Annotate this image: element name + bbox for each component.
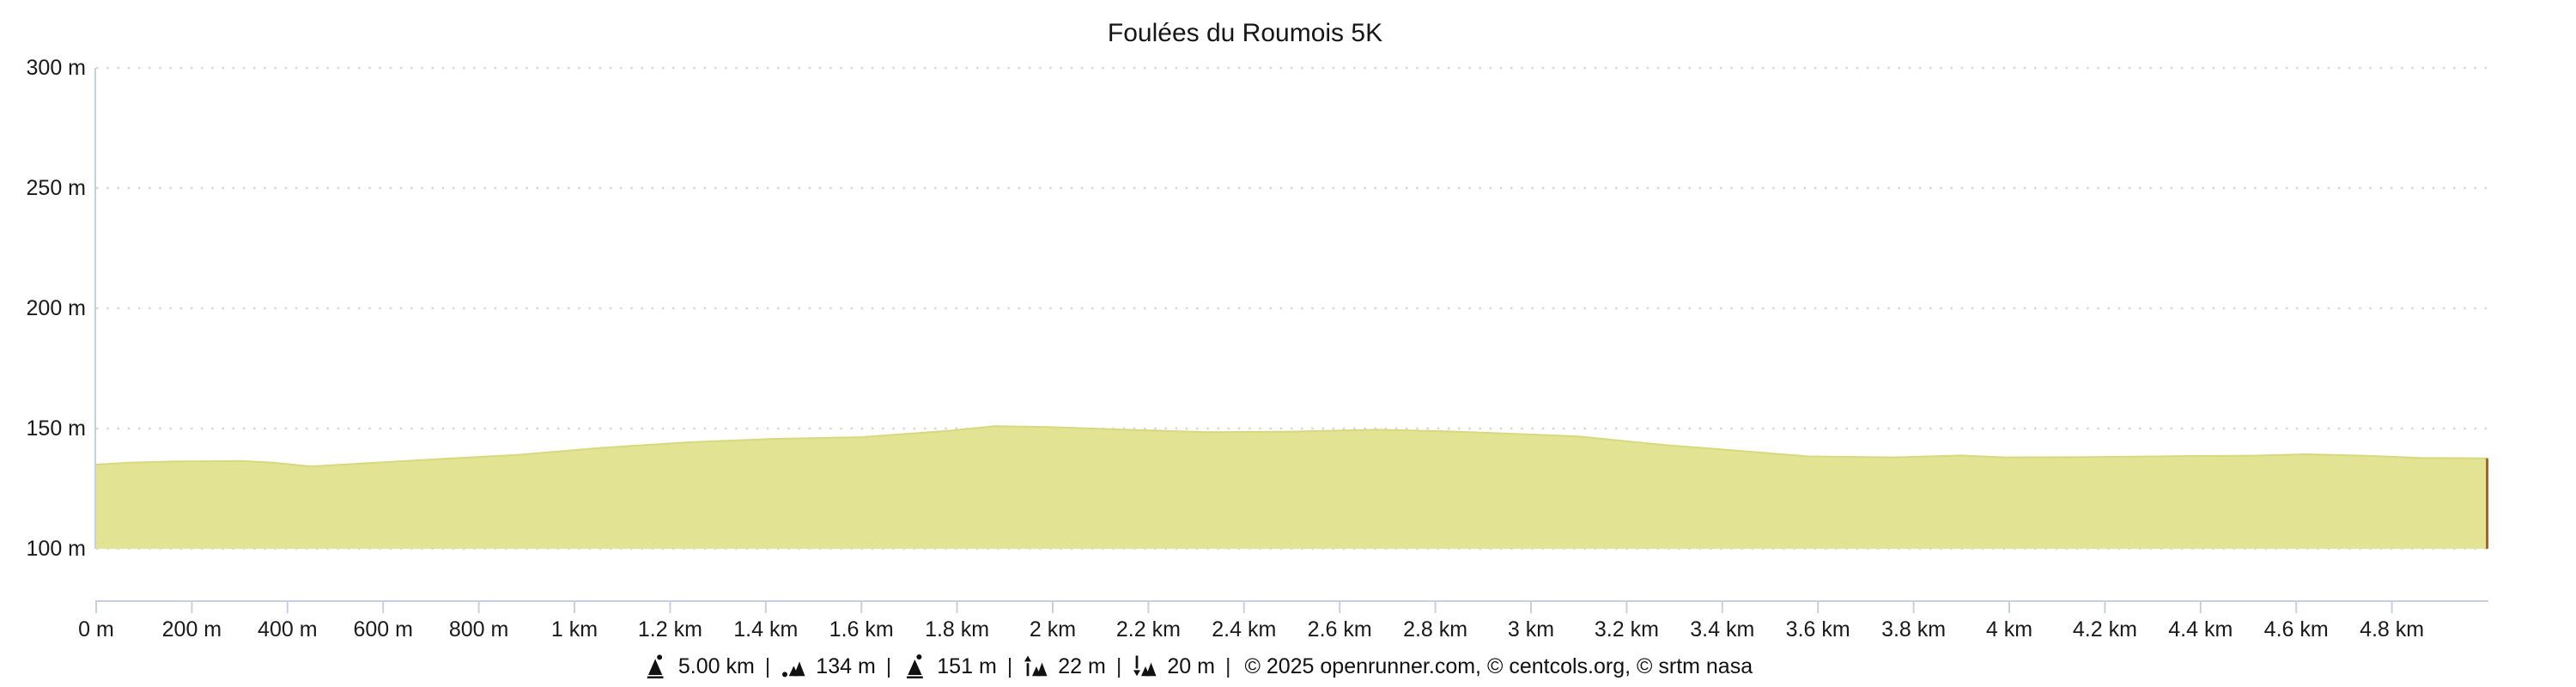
stat-separator: | [1224, 654, 1231, 678]
x-tick-label: 600 m [353, 617, 413, 641]
y-tick-label: 100 m [26, 537, 86, 561]
x-tick-label: 2.8 km [1403, 617, 1468, 641]
stat-separator: | [1115, 654, 1122, 678]
x-tick-label: 1.2 km [637, 617, 702, 641]
max-altitude-icon [907, 654, 924, 678]
x-tick-label: 4.2 km [2072, 617, 2137, 641]
x-tick-label: 3.8 km [1881, 617, 1947, 641]
x-tick-label: 3.4 km [1690, 617, 1755, 641]
copyright-text: © 2025 openrunner.com, © centcols.org, ©… [1244, 654, 1753, 678]
stat-separator: | [1006, 654, 1013, 678]
x-tick-label: 2.6 km [1307, 617, 1372, 641]
ascent-icon [1024, 655, 1048, 677]
x-tick-label: 2.2 km [1115, 617, 1181, 641]
x-tick-label: 3.6 km [1785, 617, 1850, 641]
stat-separator: | [764, 654, 771, 678]
y-tick-label: 150 m [26, 416, 86, 441]
x-tick-label: 1.6 km [829, 617, 894, 641]
stat-max-altitude-value: 151 m [937, 654, 997, 678]
x-tick-label: 1 km [550, 617, 598, 641]
x-tick-label: 200 m [161, 617, 222, 641]
x-tick-label: 4.8 km [2360, 617, 2425, 641]
stat-descent: 20 m [1132, 654, 1215, 679]
stat-max-altitude: 151 m [902, 654, 997, 679]
stat-min-altitude-value: 134 m [816, 654, 876, 678]
x-tick-label: 1.4 km [733, 617, 799, 641]
stat-descent-value: 20 m [1167, 654, 1215, 678]
y-tick-label: 200 m [26, 296, 86, 320]
stat-ascent: 22 m [1023, 654, 1106, 679]
page-title: Foulées du Roumois 5K [1107, 19, 1383, 47]
stat-ascent-value: 22 m [1058, 654, 1106, 678]
stat-distance: 5.00 km [643, 654, 755, 679]
x-tick-label: 4 km [1985, 617, 2033, 641]
elevation-area[interactable] [96, 426, 2488, 549]
min-altitude-icon [782, 661, 805, 678]
descent-icon [1133, 655, 1157, 677]
y-tick-label: 300 m [26, 56, 86, 80]
distance-icon [647, 654, 664, 678]
stat-min-altitude: 134 m [781, 654, 876, 679]
x-tick-label: 2 km [1029, 617, 1077, 641]
route-stats-bar: 5.00 km | 134 m | 151 m | 22 m | [0, 649, 2396, 684]
elevation-area-outline [95, 425, 2488, 468]
x-tick-label: 800 m [448, 617, 509, 641]
stat-separator: | [885, 654, 892, 678]
x-tick-label: 4.6 km [2263, 617, 2329, 641]
x-tick-label: 3 km [1507, 617, 1555, 641]
x-tick-label: 2.4 km [1212, 617, 1277, 641]
x-tick-label: 0 m [78, 617, 114, 641]
x-tick-label: 1.8 km [925, 617, 990, 641]
stat-distance-value: 5.00 km [677, 654, 755, 678]
y-tick-label: 250 m [26, 176, 86, 200]
x-tick-label: 400 m [258, 617, 318, 641]
x-tick-label: 3.2 km [1594, 617, 1659, 641]
x-tick-label: 4.4 km [2168, 617, 2233, 641]
